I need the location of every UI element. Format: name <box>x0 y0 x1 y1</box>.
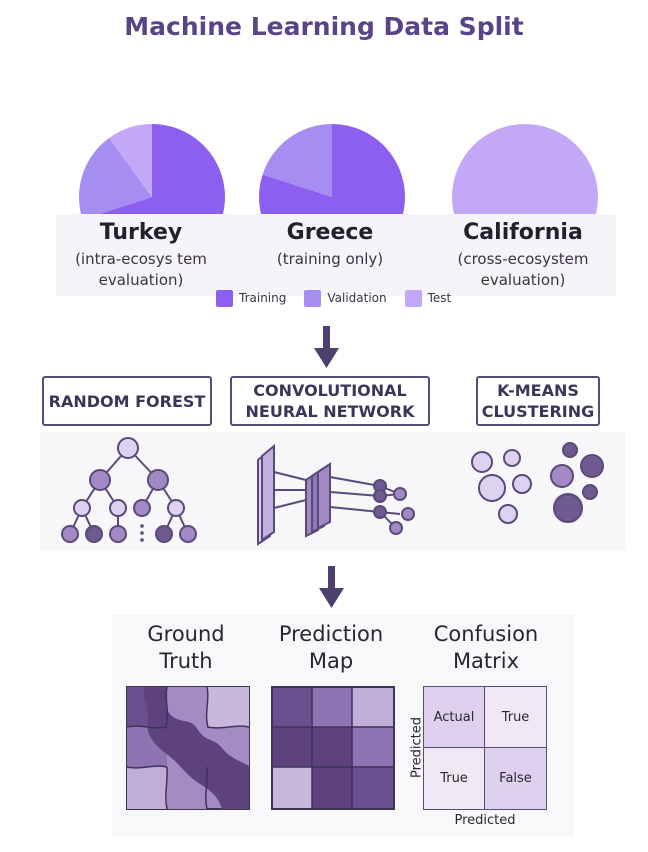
pie-california <box>452 124 598 220</box>
model-label: CLUSTERING <box>481 402 595 421</box>
model-label: RANDOM FOREST <box>48 391 206 411</box>
pie-turkey <box>79 124 225 220</box>
matrix-cell: Actual <box>424 687 485 748</box>
matrix-cell: False <box>485 748 546 809</box>
cnn-box: CONVOLUTIONAL NEURAL NETWORK <box>230 376 430 426</box>
legend-label: Training <box>239 291 287 305</box>
legend: Training Validation Test <box>216 289 463 307</box>
region-name: Turkey <box>99 220 183 245</box>
pie-charts <box>79 124 598 220</box>
region-sub: (cross-ecosystem <box>457 250 589 268</box>
page-title: Machine Learning Data Split <box>124 12 524 41</box>
neural-network-icon <box>257 443 415 546</box>
legend-item-validation: Validation <box>304 289 387 307</box>
matrix-x-label: Predicted <box>454 813 516 828</box>
title-line: Ground <box>147 622 225 646</box>
legend-swatch <box>304 289 322 307</box>
confusion-matrix-title: Confusion Matrix <box>421 621 551 675</box>
region-sub: evaluation) <box>98 271 184 289</box>
region-sub: (intra-ecosys tem <box>75 250 207 268</box>
clusters-icon <box>471 442 604 524</box>
region-california: California (cross-ecosystem evaluation) <box>433 220 613 291</box>
pie-greece <box>259 124 405 220</box>
pie-slice-test <box>109 124 152 197</box>
arrow-down-icon <box>319 566 344 608</box>
pie-slice-training <box>82 124 225 220</box>
ground-truth-map <box>126 686 250 810</box>
prediction-map <box>271 686 395 810</box>
legend-label: Test <box>427 291 452 305</box>
legend-item-training: Training <box>216 289 287 307</box>
legend-label: Validation <box>327 291 387 305</box>
legend-swatch <box>404 289 422 307</box>
pie-slice-validation <box>262 124 332 197</box>
arrow-down-icon <box>314 326 339 368</box>
region-greece: Greece (training only) <box>240 220 420 270</box>
matrix-cell: True <box>485 687 546 748</box>
matrix-y-label: Predicted <box>409 716 425 779</box>
legend-item-test: Test <box>404 289 452 307</box>
region-sub: (training only) <box>276 250 384 268</box>
random-forest-box: RANDOM FOREST <box>42 376 212 426</box>
title-line: Matrix <box>452 649 520 673</box>
region-sub: evaluation) <box>480 271 566 289</box>
legend-swatch <box>216 289 233 307</box>
confusion-matrix: Actual True True False <box>423 686 547 810</box>
prediction-map-title: Prediction Map <box>266 621 396 675</box>
ground-truth-title: Ground Truth <box>121 621 251 675</box>
model-label: NEURAL NETWORK <box>245 402 415 421</box>
pie-slice-validation <box>79 137 152 220</box>
region-panel <box>56 214 616 296</box>
region-turkey: Turkey (intra-ecosys tem evaluation) <box>51 220 231 291</box>
title-line: Truth <box>159 649 213 673</box>
title-line: Confusion <box>433 622 539 646</box>
pie-slice-test <box>452 124 598 220</box>
kmeans-box: K-MEANS CLUSTERING <box>476 376 600 426</box>
region-name: California <box>463 220 583 245</box>
title-line: Prediction <box>278 622 384 646</box>
model-label: K-MEANS <box>497 381 579 400</box>
matrix-cell: True <box>424 748 485 809</box>
model-label: CONVOLUTIONAL <box>253 381 407 400</box>
title-line: Map <box>308 649 354 673</box>
region-name: Greece <box>286 220 374 245</box>
pie-slice-training <box>259 124 405 220</box>
decision-tree-icon <box>61 437 197 543</box>
